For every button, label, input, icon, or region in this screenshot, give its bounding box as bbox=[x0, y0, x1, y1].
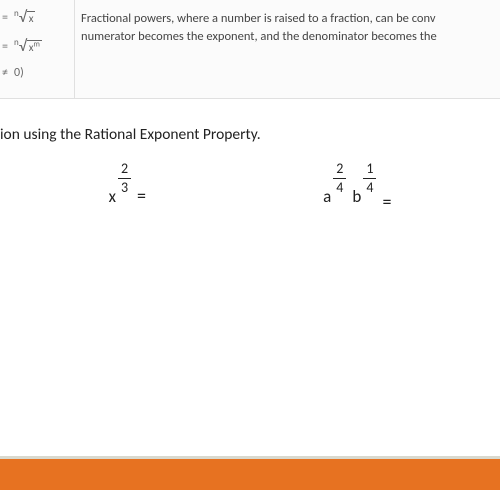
problem-2: a 2 4 b 1 4 = bbox=[323, 174, 391, 207]
equals-sign: = bbox=[137, 185, 146, 207]
instruction-text: ion using the Rational Exponent Property… bbox=[0, 99, 500, 174]
root-index: n bbox=[14, 37, 19, 48]
radical-symbol: √ bbox=[19, 8, 27, 27]
exponent-fraction-1: 2 3 bbox=[118, 162, 131, 195]
root-expression-1: n√x bbox=[14, 8, 35, 27]
formula-row-3: ≠ 0) bbox=[0, 66, 70, 80]
base-b: b bbox=[352, 186, 361, 207]
base-x: x bbox=[109, 186, 116, 207]
fraction-numerator: 2 bbox=[333, 162, 346, 179]
footer-bar bbox=[0, 456, 500, 490]
fraction-denominator: 3 bbox=[118, 179, 131, 195]
formula-box: = n√x = n√xm ≠ 0) bbox=[0, 0, 75, 98]
exponent-fraction-2a: 2 4 bbox=[333, 162, 346, 195]
root-index: n bbox=[14, 8, 19, 19]
radical-symbol: √ bbox=[19, 37, 27, 56]
radicand-exponent: m bbox=[33, 39, 39, 49]
fraction-numerator: 1 bbox=[363, 162, 376, 179]
formula-row-1: = n√x bbox=[0, 8, 70, 27]
top-section: = n√x = n√xm ≠ 0) Fractional powers, whe… bbox=[0, 0, 500, 99]
not-equal-sign: ≠ bbox=[2, 66, 8, 80]
description-line-1: Fractional powers, where a number is rai… bbox=[81, 10, 494, 28]
equals-sign: = bbox=[2, 11, 8, 25]
zero-text: 0) bbox=[14, 66, 24, 80]
problems-row: x 2 3 = a 2 4 b 1 4 = bbox=[0, 174, 500, 207]
description-box: Fractional powers, where a number is rai… bbox=[75, 0, 500, 98]
fraction-denominator: 4 bbox=[363, 179, 376, 195]
equals-sign: = bbox=[2, 40, 8, 54]
fraction-numerator: 2 bbox=[118, 162, 131, 179]
radicand: x bbox=[27, 11, 36, 25]
base-a: a bbox=[323, 186, 331, 207]
radicand: xm bbox=[27, 40, 42, 54]
fraction-denominator: 4 bbox=[333, 179, 346, 195]
description-line-2: numerator becomes the exponent, and the … bbox=[81, 28, 494, 46]
exponent-fraction-2b: 1 4 bbox=[363, 162, 376, 195]
equals-sign: = bbox=[382, 191, 391, 213]
formula-row-2: = n√xm bbox=[0, 37, 70, 56]
root-expression-2: n√xm bbox=[14, 37, 42, 56]
problem-1: x 2 3 = bbox=[109, 174, 146, 207]
